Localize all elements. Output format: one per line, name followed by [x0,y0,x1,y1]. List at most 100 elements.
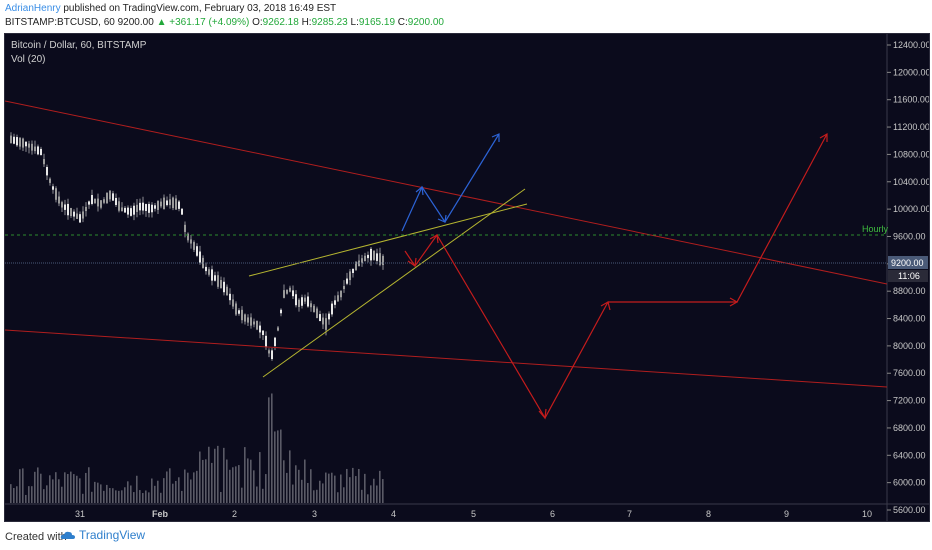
volume-bar [133,492,135,503]
candle-body [214,275,216,281]
candle-body [190,239,192,244]
candle-body [295,294,297,306]
candle-body [100,200,102,208]
volume-bar [148,492,150,503]
volume-bar [286,472,288,503]
candle-body [136,204,138,212]
price-tick-label: 10800.00 [893,149,929,159]
volume-bar [277,430,279,503]
candle-body [178,201,180,209]
volume-bar [247,458,249,503]
red-trendline-upper[interactable] [5,100,888,285]
red-trendline-lower[interactable] [5,329,888,388]
yellow-wedge-lower[interactable] [262,188,526,378]
volume-bar [205,459,207,503]
volume-bar [325,472,327,503]
volume-bar [64,472,66,503]
volume-bar [304,459,306,503]
volume-bar [298,469,300,503]
candle-body [19,137,21,147]
candle-body [226,286,228,296]
candle-body [73,211,75,217]
author-link[interactable]: AdrianHenry [5,3,61,14]
candle-body [220,279,222,289]
price-tick-label: 6800.00 [893,423,926,433]
candle-body [154,205,156,209]
volume-bar [280,429,282,503]
volume-bar [121,490,123,503]
volume-bar [379,470,381,503]
candle-body [229,293,231,301]
candle-body [13,136,15,144]
volume-bar [163,478,165,503]
candle-body [346,278,348,284]
time-tick-label: 8 [706,509,711,519]
candle-body [130,208,132,216]
candle-body [133,205,135,215]
candle-body [22,138,24,148]
candle-body [223,281,225,293]
time-axis[interactable]: 31 Feb 2 3 4 5 6 7 8 9 10 [75,509,872,519]
volume-bar [250,459,252,503]
volume-bar [217,445,219,503]
candle-body [16,137,18,146]
volume-bar [109,487,111,503]
price-tick-label: 7600.00 [893,368,926,378]
yellow-wedge-upper[interactable] [248,203,528,277]
red-arrowhead-3 [538,408,547,420]
candle-body [286,289,288,294]
volume-bar [115,490,117,503]
candle-body [166,200,168,206]
price-tick-label: 11200.00 [893,122,929,132]
volume-bar [187,472,189,503]
volume-bar [160,492,162,503]
volume-bar [211,462,213,503]
candle-body [262,330,264,336]
volume-bar [361,489,363,503]
red-path-arrow[interactable] [404,133,828,420]
time-tick-label: 10 [862,509,872,519]
volume-bar [172,483,174,503]
volume-bar [202,459,204,503]
candle-body [379,253,381,265]
time-tick-label: 7 [627,509,632,519]
red-arrowhead-1 [407,257,417,268]
candle-body [142,202,144,211]
volume-bar [313,490,315,503]
candle-body [118,201,120,211]
volume-bar [340,474,342,503]
volume-bar [34,471,36,503]
volume-bar [169,468,171,503]
time-tick-label: 2 [232,509,237,519]
volume-bar [256,486,258,503]
candle-body [169,199,171,206]
candle-body [139,202,141,211]
price-tick-label: 10400.00 [893,177,929,187]
price-tag: 9200.00 11:06 [888,256,928,282]
blue-path-arrow[interactable] [401,133,500,232]
volume-bar [283,460,285,503]
candle-body [148,203,150,213]
volume-bar [166,471,168,503]
volume-bar [55,472,57,503]
candle-body [259,325,261,333]
drawings [5,100,888,420]
chart-area[interactable]: Bitcoin / Dollar, 60, BITSTAMP Vol (20) … [4,33,930,522]
time-tick-label: Feb [152,509,169,519]
chart-title: Bitcoin / Dollar, 60, BITSTAMP [11,40,147,51]
candle-body [175,198,177,210]
volume-bar [262,488,264,503]
volume-bar [274,431,276,503]
candle-body [121,207,123,212]
tradingview-logo[interactable]: TradingView [60,528,145,542]
volume-bar [112,488,114,503]
candle-body [301,297,303,306]
candle-body [373,250,375,260]
chart-canvas[interactable]: Bitcoin / Dollar, 60, BITSTAMP Vol (20) … [5,34,929,521]
volume-bar [376,485,378,503]
volume-bar [10,484,12,503]
candle-body [43,159,45,165]
volume-bar [178,477,180,503]
volume-bar [91,491,93,503]
volume-bar [136,475,138,503]
